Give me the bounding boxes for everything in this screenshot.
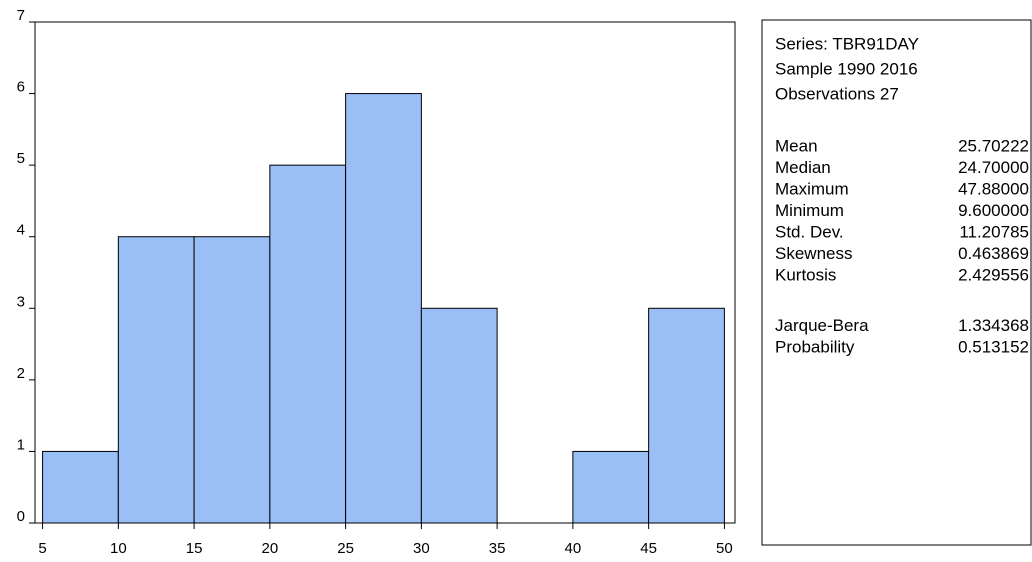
x-tick-label: 45: [640, 540, 657, 557]
y-tick-label: 1: [17, 436, 25, 453]
x-tick-label: 40: [565, 540, 582, 557]
stat-label: Kurtosis: [775, 265, 836, 284]
stat-label: Maximum: [775, 179, 849, 198]
stat-value: 1.334368: [958, 316, 1029, 335]
stat-value: 2.429556: [958, 265, 1029, 284]
y-tick-label: 3: [17, 293, 25, 310]
stat-label: Jarque-Bera: [775, 316, 869, 335]
stat-label: Minimum: [775, 201, 844, 220]
y-tick-label: 6: [17, 79, 25, 96]
stat-value: 24.70000: [958, 158, 1029, 177]
x-tick-label: 30: [413, 540, 430, 557]
bar: [193, 236, 271, 524]
stat-label: Mean: [775, 136, 818, 155]
y-tick-label: 0: [17, 508, 25, 525]
x-tick-label: 10: [110, 540, 127, 557]
bar: [648, 307, 725, 524]
bar: [420, 307, 498, 524]
y-tick-label: 2: [17, 365, 25, 382]
x-tick-label: 15: [186, 540, 203, 557]
x-tick-label: 50: [716, 540, 733, 557]
x-tick-label: 25: [337, 540, 354, 557]
stats-frame: [761, 19, 1032, 546]
bar: [345, 93, 422, 524]
bar: [269, 164, 347, 524]
stat-value: 0.463869: [958, 244, 1029, 263]
x-tick-label: 35: [489, 540, 506, 557]
stat-label: Median: [775, 158, 831, 177]
bar: [117, 236, 195, 524]
stat-value: 0.513152: [958, 337, 1029, 356]
x-tick-label: 20: [262, 540, 279, 557]
stat-value: 9.600000: [958, 201, 1029, 220]
bar: [42, 450, 119, 524]
stat-label: Std. Dev.: [775, 222, 844, 241]
stat-label: Probability: [775, 337, 855, 356]
stats-header: Observations 27: [775, 84, 899, 103]
y-tick-label: 7: [17, 7, 25, 24]
stats-header: Series: TBR91DAY: [775, 34, 919, 53]
stat-value: 25.70222: [958, 136, 1029, 155]
stat-value: 47.88000: [958, 179, 1029, 198]
bar: [572, 450, 650, 524]
stat-value: 11.20785: [959, 222, 1029, 241]
stats-header: Sample 1990 2016: [775, 59, 918, 78]
stat-label: Skewness: [775, 244, 852, 263]
y-tick-label: 5: [17, 150, 25, 167]
y-tick-label: 4: [17, 222, 25, 239]
x-tick-label: 5: [38, 540, 46, 557]
